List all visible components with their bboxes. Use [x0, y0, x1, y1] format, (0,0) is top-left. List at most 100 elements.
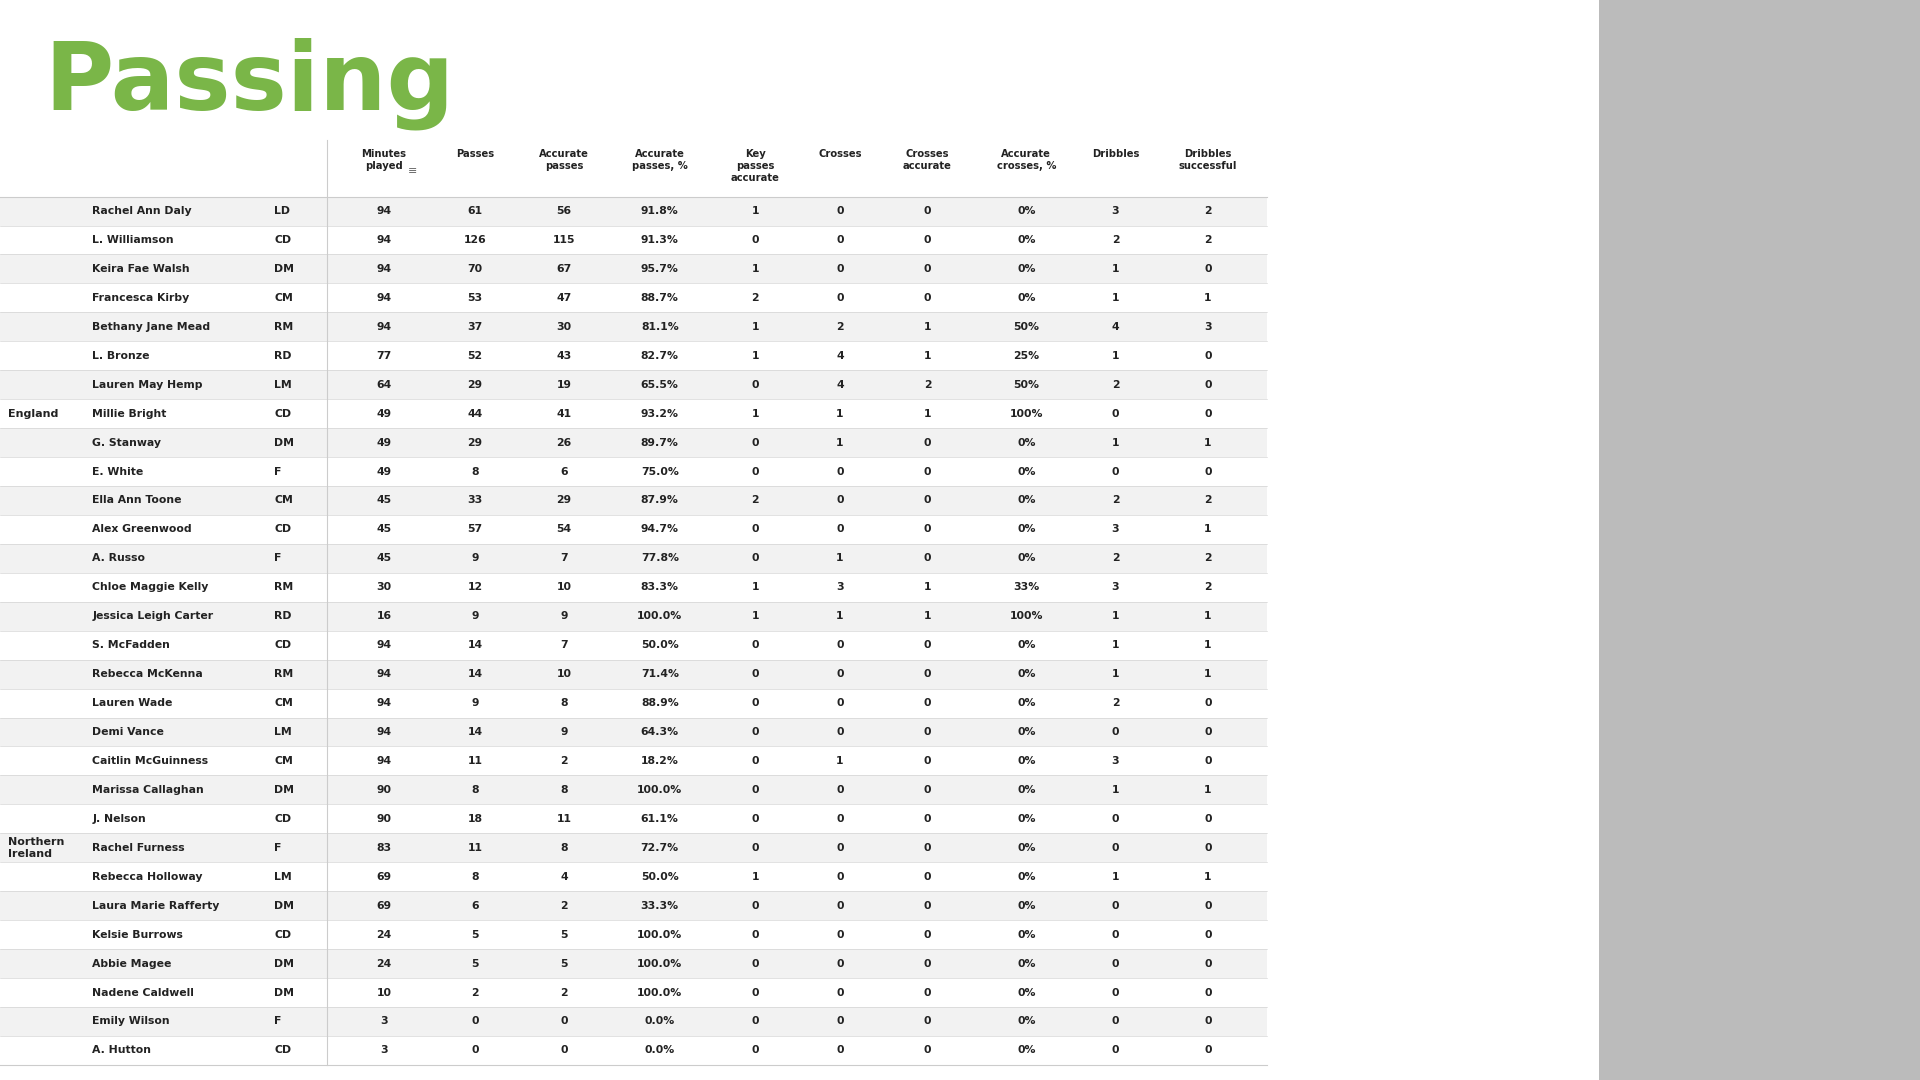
Bar [0, 457, 1267, 486]
Text: 0%: 0% [1018, 670, 1035, 679]
Text: CM: CM [275, 293, 294, 302]
Text: 94: 94 [376, 264, 392, 274]
Text: 126: 126 [463, 235, 486, 245]
Text: Passes: Passes [455, 149, 493, 159]
Text: 67: 67 [557, 264, 572, 274]
Text: Marissa Callaghan: Marissa Callaghan [92, 785, 204, 795]
Text: LM: LM [275, 727, 292, 737]
Text: 64: 64 [376, 380, 392, 390]
Text: 100.0%: 100.0% [637, 785, 682, 795]
Text: Ella Ann Toone: Ella Ann Toone [92, 496, 182, 505]
Text: 11: 11 [467, 756, 482, 766]
Text: 8: 8 [561, 842, 568, 853]
Text: 0%: 0% [1018, 525, 1035, 535]
Text: 94: 94 [376, 727, 392, 737]
Text: 3: 3 [1112, 756, 1119, 766]
Text: 1: 1 [1112, 640, 1119, 650]
Text: Accurate
passes: Accurate passes [540, 149, 589, 171]
Text: 2: 2 [751, 496, 758, 505]
Bar [0, 920, 1267, 949]
Bar [0, 197, 1267, 226]
Bar [0, 255, 1267, 283]
Text: 0: 0 [1112, 408, 1119, 419]
Text: CD: CD [275, 408, 292, 419]
Text: 1: 1 [924, 582, 931, 592]
Text: L. Williamson: L. Williamson [92, 235, 175, 245]
Text: 0%: 0% [1018, 987, 1035, 998]
Text: 1: 1 [835, 437, 843, 447]
Text: 0%: 0% [1018, 437, 1035, 447]
Bar [0, 312, 1267, 341]
Text: Millie Bright: Millie Bright [92, 408, 167, 419]
Text: 5: 5 [561, 959, 568, 969]
Text: L. Bronze: L. Bronze [92, 351, 150, 361]
Text: 0: 0 [924, 525, 931, 535]
Text: 0: 0 [924, 1016, 931, 1026]
Text: 0: 0 [924, 785, 931, 795]
Text: 3: 3 [380, 1045, 388, 1055]
Text: 0: 0 [835, 872, 843, 881]
Text: 12: 12 [467, 582, 482, 592]
Text: 4: 4 [1112, 322, 1119, 332]
Text: 0: 0 [835, 959, 843, 969]
Text: 0: 0 [835, 206, 843, 216]
Text: 115: 115 [553, 235, 576, 245]
Text: 43: 43 [557, 351, 572, 361]
Text: 72.7%: 72.7% [641, 842, 680, 853]
Text: LM: LM [275, 380, 292, 390]
Text: 1: 1 [1204, 437, 1212, 447]
Text: 0%: 0% [1018, 930, 1035, 940]
Bar [0, 283, 1267, 312]
Text: Passing: Passing [44, 38, 455, 131]
Text: 1: 1 [835, 408, 843, 419]
Text: 0: 0 [924, 842, 931, 853]
Text: CD: CD [275, 814, 292, 824]
Text: 9: 9 [470, 698, 478, 708]
Text: 0: 0 [1204, 727, 1212, 737]
Text: 0.0%: 0.0% [645, 1016, 674, 1026]
Text: 1: 1 [1204, 525, 1212, 535]
Bar [0, 602, 1267, 631]
Text: 45: 45 [376, 525, 392, 535]
Text: 0: 0 [1112, 842, 1119, 853]
Bar [0, 486, 1267, 515]
Text: 1: 1 [751, 206, 758, 216]
Text: DM: DM [275, 959, 294, 969]
Text: 89.7%: 89.7% [641, 437, 678, 447]
Text: 64.3%: 64.3% [641, 727, 680, 737]
Text: 0: 0 [751, 640, 758, 650]
Text: 94: 94 [376, 206, 392, 216]
Text: 6: 6 [470, 901, 478, 910]
Text: 91.3%: 91.3% [641, 235, 678, 245]
Bar [0, 805, 1267, 834]
Text: DM: DM [275, 437, 294, 447]
Text: 0%: 0% [1018, 235, 1035, 245]
Text: 1: 1 [924, 611, 931, 621]
Text: Crosses: Crosses [818, 149, 862, 159]
Text: 90: 90 [376, 785, 392, 795]
Text: 0: 0 [1204, 842, 1212, 853]
Text: CM: CM [275, 698, 294, 708]
Bar [0, 775, 1267, 805]
Text: 1: 1 [751, 611, 758, 621]
Text: 29: 29 [557, 496, 572, 505]
Text: F: F [275, 1016, 282, 1026]
Text: 8: 8 [561, 785, 568, 795]
Text: Accurate
passes, %: Accurate passes, % [632, 149, 687, 171]
Text: F: F [275, 553, 282, 564]
Text: 14: 14 [467, 640, 482, 650]
Text: 87.9%: 87.9% [641, 496, 678, 505]
Text: 0: 0 [924, 756, 931, 766]
Text: 8: 8 [470, 467, 478, 476]
Text: 0%: 0% [1018, 206, 1035, 216]
Text: 94: 94 [376, 756, 392, 766]
Text: 0: 0 [751, 727, 758, 737]
Text: 91.8%: 91.8% [641, 206, 678, 216]
Text: 2: 2 [751, 293, 758, 302]
Text: 0%: 0% [1018, 727, 1035, 737]
Text: 49: 49 [376, 437, 392, 447]
Text: 1: 1 [1112, 872, 1119, 881]
Text: Rebecca Holloway: Rebecca Holloway [92, 872, 204, 881]
Text: 1: 1 [751, 582, 758, 592]
Text: 81.1%: 81.1% [641, 322, 678, 332]
